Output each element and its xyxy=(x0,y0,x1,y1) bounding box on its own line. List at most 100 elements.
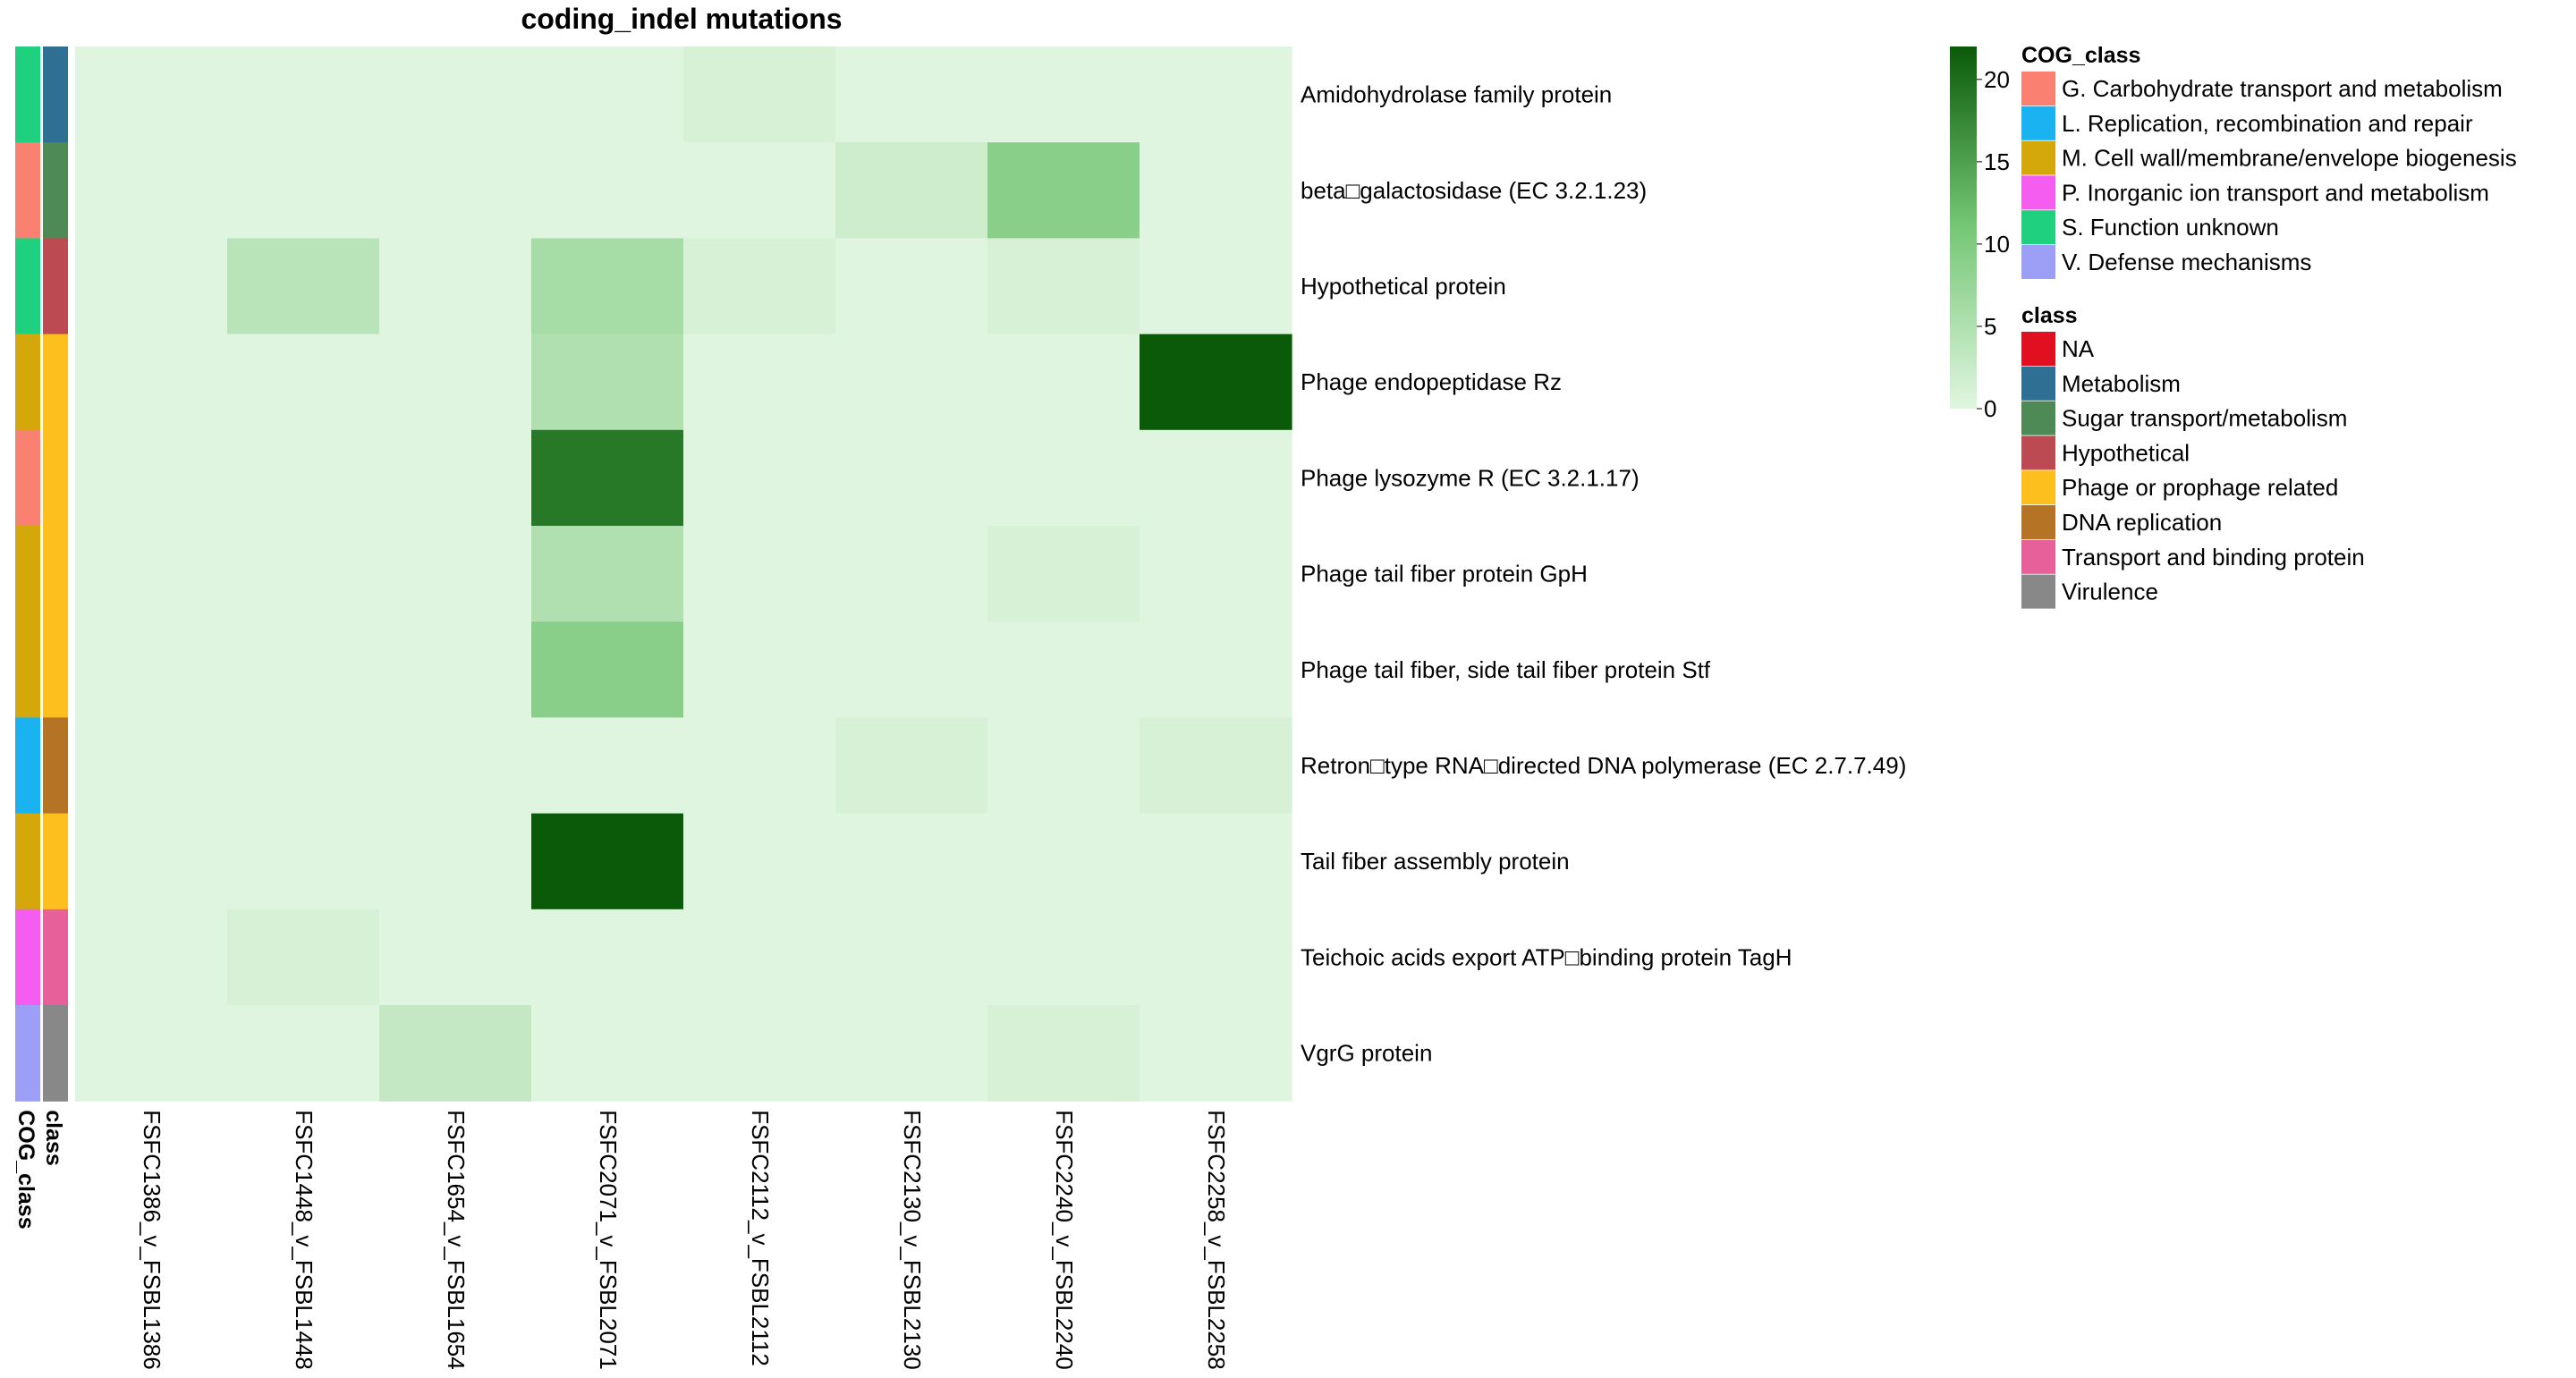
heatmap-cell xyxy=(683,142,836,239)
heatmap-cell xyxy=(379,46,532,143)
row-label: Phage tail fiber protein GpH xyxy=(1301,561,1588,588)
row-label: Phage endopeptidase Rz xyxy=(1301,368,1562,395)
heatmap-cell xyxy=(987,334,1140,431)
heatmap-cell xyxy=(683,334,836,431)
class-annotation-cell xyxy=(43,621,68,718)
class-legend-title: class xyxy=(2021,303,2078,328)
heatmap-cell xyxy=(227,621,380,718)
heatmap-cell xyxy=(1140,1005,1292,1102)
cog-legend-item-label: M. Cell wall/membrane/envelope biogenesi… xyxy=(2062,145,2517,172)
class-legend-item-label: NA xyxy=(2062,335,2095,362)
class-annotation-cell xyxy=(43,813,68,910)
heatmap-cell xyxy=(987,1005,1140,1102)
class-legend-item-swatch xyxy=(2021,574,2055,609)
row-label: Teichoic acids export ATP□binding protei… xyxy=(1301,943,1792,970)
class-annotation-cell xyxy=(43,238,68,335)
heatmap-cell xyxy=(1140,238,1292,335)
heatmap-cell xyxy=(835,142,988,239)
class-legend-item-label: Hypothetical xyxy=(2062,439,2190,466)
heatmap-cell xyxy=(683,621,836,718)
row-label: VgrG protein xyxy=(1301,1040,1432,1067)
heatmap-cell xyxy=(683,46,836,143)
cog-legend-title: COG_class xyxy=(2021,43,2140,68)
cog-legend-item-label: S. Function unknown xyxy=(2062,214,2279,241)
heatmap-cell xyxy=(379,813,532,910)
class-legend-item-swatch xyxy=(2021,332,2055,366)
class-annotation-cell xyxy=(43,1005,68,1102)
heatmap-cell xyxy=(227,909,380,1006)
class-legend-item-swatch xyxy=(2021,401,2055,435)
class-legend-item-label: Virulence xyxy=(2062,579,2158,605)
heatmap-cell xyxy=(987,46,1140,143)
class-annotation-cell xyxy=(43,909,68,1006)
cog-class-annotation-cell xyxy=(15,46,40,143)
column-label: FSFC2240_v_FSBL2240 xyxy=(1051,1110,1078,1370)
class-annotation-cell xyxy=(43,717,68,815)
heatmap-cell xyxy=(835,526,988,622)
class-legend-item-swatch xyxy=(2021,366,2055,401)
class-legend-item-label: DNA replication xyxy=(2062,509,2222,536)
heatmap-cell xyxy=(835,238,988,335)
heatmap-cell xyxy=(987,717,1140,815)
heatmap-cell xyxy=(987,813,1140,910)
class-legend-item-swatch xyxy=(2021,470,2055,505)
cog-legend-item-swatch xyxy=(2021,210,2055,245)
class-legend-item-swatch xyxy=(2021,539,2055,574)
heatmap-cell xyxy=(379,334,532,431)
heatmap-cell xyxy=(75,142,228,239)
row-annotation-bars xyxy=(15,46,68,1102)
heatmap-cell xyxy=(379,621,532,718)
cog-class-annotation-cell xyxy=(15,717,40,815)
column-label: FSFC2112_v_FSBL2112 xyxy=(747,1110,774,1366)
heatmap-cell xyxy=(379,526,532,622)
heatmap-cell xyxy=(75,813,228,910)
heatmap-cell xyxy=(379,717,532,815)
color-scale-legend: 0 5 10 15 20 xyxy=(1950,46,2010,422)
heatmap-cell xyxy=(75,334,228,431)
heatmap-cell xyxy=(683,238,836,335)
cog-legend-item-label: V. Defense mechanisms xyxy=(2062,249,2311,275)
heatmap-cell xyxy=(227,334,380,431)
class-annotation-cell xyxy=(43,334,68,431)
cog-class-annotation-cell xyxy=(15,621,40,718)
heatmap-cell xyxy=(1140,813,1292,910)
heatmap-cell xyxy=(531,717,684,815)
class-annotation-cell xyxy=(43,526,68,622)
class-legend-item-swatch xyxy=(2021,435,2055,470)
heatmap-cell xyxy=(835,909,988,1006)
heatmap-cell xyxy=(75,238,228,335)
class-annotation-cell xyxy=(43,46,68,143)
heatmap-cell xyxy=(379,1005,532,1102)
heatmap-cell xyxy=(683,1005,836,1102)
cog-class-annotation-cell xyxy=(15,813,40,910)
color-scale-tick-label: 10 xyxy=(1984,231,2010,258)
heatmap-cell xyxy=(1140,334,1292,431)
heatmap-cell xyxy=(75,1005,228,1102)
heatmap-cell xyxy=(1140,526,1292,622)
heatmap-cell xyxy=(75,621,228,718)
class-annotation-cell xyxy=(43,429,68,527)
cog-legend-item-label: P. Inorganic ion transport and metabolis… xyxy=(2062,179,2489,206)
heatmap-cell xyxy=(683,429,836,527)
color-scale-tick-label: 5 xyxy=(1984,313,1996,340)
cog-class-annotation-cell xyxy=(15,334,40,431)
heatmap-cell xyxy=(835,46,988,143)
cog-class-annotation-cell xyxy=(15,142,40,239)
heatmap-cell xyxy=(987,429,1140,527)
heatmap-cell xyxy=(227,46,380,143)
heatmap-cell xyxy=(379,238,532,335)
annotation-labels: COG_class class xyxy=(13,1110,66,1229)
row-label: Hypothetical protein xyxy=(1301,273,1506,300)
cog-class-annotation-cell xyxy=(15,429,40,527)
heatmap-cell xyxy=(835,621,988,718)
heatmap-cell xyxy=(1140,429,1292,527)
heatmap-cell xyxy=(227,717,380,815)
heatmap-cell xyxy=(531,334,684,431)
cog-class-annotation-cell xyxy=(15,526,40,622)
row-labels: Amidohydrolase family protein beta□galact… xyxy=(1301,81,1906,1067)
row-label: Retron□type RNA□directed DNA polymerase … xyxy=(1301,752,1906,779)
heatmap-cell xyxy=(531,238,684,335)
column-label: FSFC2258_v_FSBL2258 xyxy=(1203,1110,1230,1370)
heatmap-cell xyxy=(227,1005,380,1102)
